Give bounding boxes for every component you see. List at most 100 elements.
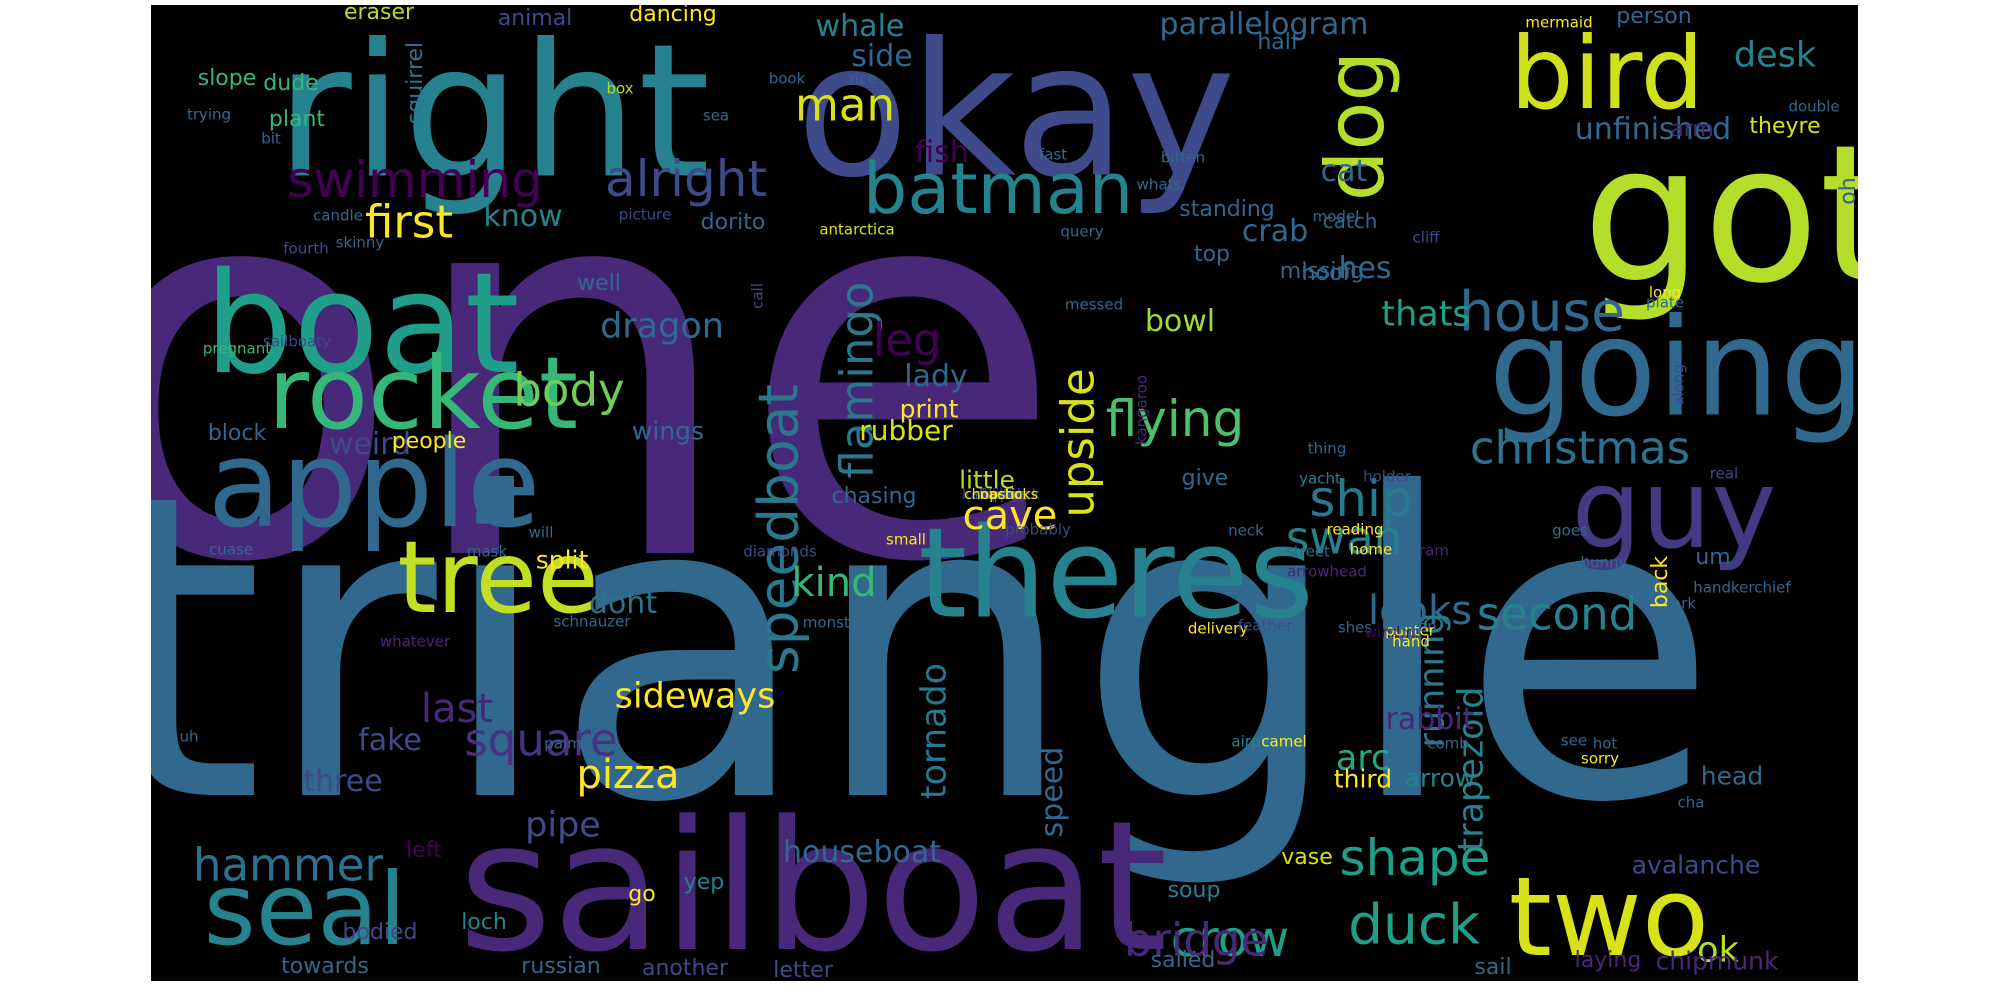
word-airplane: airplane	[1231, 732, 1293, 751]
word-upside: upside	[1051, 368, 1105, 518]
word-arc: arc	[1335, 738, 1391, 779]
word-tailed: tailed	[981, 487, 1021, 503]
word-half: half	[1257, 30, 1299, 55]
word-triangle: triangle	[151, 406, 1719, 895]
word-goes: goes	[1552, 521, 1588, 540]
word-head: head	[1700, 761, 1764, 791]
word-whats: whats	[1136, 175, 1182, 194]
word-sideways: sideways	[614, 676, 776, 717]
word-apple: apple	[207, 416, 541, 555]
word-small: small	[886, 530, 926, 549]
word-second: second	[1476, 587, 1638, 641]
word-weird: weird	[328, 427, 412, 462]
word-block: block	[207, 421, 267, 446]
word-raptor: raptor	[979, 487, 1023, 503]
word-cha: cha	[1677, 793, 1705, 812]
word-ok: ok	[1697, 930, 1739, 971]
word-looks: looks	[1367, 588, 1473, 634]
word-comb: comb	[1427, 734, 1469, 753]
word-unfinished: unfinished	[1574, 112, 1732, 147]
word-dragon: dragon	[600, 306, 724, 347]
word-arrow: arrow	[1404, 763, 1476, 793]
word-box: box	[606, 79, 634, 98]
word-street: street	[1286, 542, 1330, 561]
word-feather: feather	[1237, 616, 1293, 635]
word-crab: crab	[1241, 214, 1309, 249]
word-give: give	[1181, 466, 1229, 491]
word-towards: towards	[281, 954, 369, 979]
word-square: square	[464, 713, 618, 767]
word-palm: palm	[544, 734, 582, 753]
word-house: house	[1459, 279, 1625, 344]
word-nacho: nacho	[979, 487, 1023, 503]
word-one: one	[151, 61, 1066, 678]
word-body: body	[513, 363, 625, 417]
word-first: first	[365, 195, 453, 249]
word-catch: catch	[1322, 209, 1378, 233]
word-model: model	[1312, 207, 1360, 226]
word-whatever: whatever	[379, 632, 451, 651]
word-reading: reading	[1326, 520, 1384, 539]
word-boat: boat	[204, 243, 520, 406]
word-parallelogram: parallelogram	[1159, 7, 1369, 42]
word-leg: leg	[872, 313, 942, 367]
word-three: three	[303, 764, 383, 799]
word-messed: messed	[1064, 295, 1124, 314]
word-tree: tree	[397, 519, 599, 636]
word-cave: cave	[962, 493, 1058, 539]
word-ark: ark	[1671, 594, 1697, 613]
word-right: right	[275, 5, 711, 220]
word-bridge: bridge	[1123, 913, 1269, 967]
word-handkerchief: handkerchief	[1693, 578, 1791, 597]
word-diamonds: diamonds	[743, 542, 817, 561]
word-whale: whale	[815, 9, 905, 44]
word-vase: vase	[1281, 845, 1333, 870]
word-arm: arm	[1670, 117, 1714, 142]
word-candle: candle	[313, 206, 363, 225]
word-left: left	[406, 838, 442, 863]
word-rocket: rocket	[267, 335, 579, 452]
word-ship: ship	[1309, 470, 1413, 528]
word-oh: oh	[1836, 177, 1858, 205]
word-know: know	[483, 199, 563, 234]
word-cliff: cliff	[1412, 228, 1440, 247]
word-christmas: christmas	[1469, 421, 1691, 475]
word-monster: monster	[802, 613, 866, 632]
word-picture: picture	[618, 205, 672, 224]
word-neck: neck	[1228, 521, 1264, 540]
word-arrowhead: arrowhead	[1287, 562, 1367, 581]
word-split: split	[535, 545, 589, 575]
word-camel: camel	[1261, 732, 1307, 751]
word-dancing: dancing	[629, 5, 717, 27]
word-cuase: cuase	[209, 540, 253, 559]
word-last: last	[420, 686, 494, 732]
word-call: call	[748, 283, 767, 309]
word-yep: yep	[683, 870, 725, 895]
word-fake: fake	[358, 723, 422, 758]
word-dorito: dorito	[700, 210, 766, 235]
word-pregnant: pregnant	[202, 339, 272, 358]
word-swimming: swimming	[287, 151, 543, 209]
word-pipe: pipe	[525, 805, 601, 846]
word-print: print	[899, 394, 959, 424]
word-standing: standing	[1179, 197, 1275, 222]
word-plate: plate	[1646, 293, 1684, 312]
word-fourth: fourth	[283, 239, 329, 258]
word-animal: animal	[497, 6, 573, 31]
word-hot: hot	[1592, 734, 1618, 753]
word-will: will	[528, 523, 554, 542]
word-bit: bit	[261, 129, 281, 148]
word-little: little	[959, 465, 1015, 495]
word-chopsticks: chopsticks	[964, 487, 1038, 503]
word-see: see	[1560, 731, 1588, 750]
word-speed: speed	[1035, 746, 1070, 838]
word-speedboat: speedboat	[746, 384, 811, 674]
word-houseboat: houseboat	[782, 835, 942, 870]
word-going: going	[1488, 289, 1858, 447]
word-batman: batman	[862, 148, 1134, 230]
word-sail: sail	[1474, 955, 1512, 980]
word-hammer: hammer	[193, 838, 383, 892]
word-windmill: windmill	[1364, 623, 1428, 642]
word-um: um	[1695, 545, 1731, 570]
word-eraser: eraser	[343, 5, 415, 25]
